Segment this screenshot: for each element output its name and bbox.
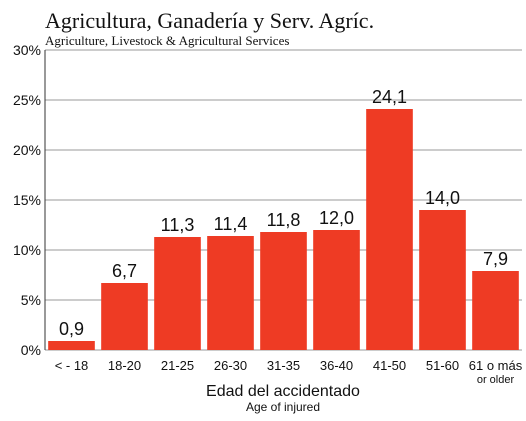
value-label: 14,0 <box>425 188 460 208</box>
value-label: 7,9 <box>483 249 508 269</box>
x-axis-sublabel: Age of injured <box>246 400 320 414</box>
bar <box>154 237 201 350</box>
bar <box>101 283 148 350</box>
value-label: 6,7 <box>112 261 137 281</box>
bar <box>48 341 95 350</box>
x-tick-label: 41-50 <box>373 358 406 373</box>
bar <box>472 271 519 350</box>
chart-subtitle: Agriculture, Livestock & Agricultural Se… <box>45 33 289 48</box>
x-tick-label: 18-20 <box>108 358 141 373</box>
value-label: 0,9 <box>59 319 84 339</box>
x-tick-label: 51-60 <box>426 358 459 373</box>
value-label: 11,8 <box>267 210 301 230</box>
x-tick-label: 31-35 <box>267 358 300 373</box>
y-tick-label: 5% <box>21 292 41 308</box>
x-axis-label: Edad del accidentado <box>206 383 360 400</box>
bar <box>207 236 254 350</box>
value-label: 12,0 <box>319 208 354 228</box>
value-label: 11,3 <box>161 215 195 235</box>
value-label: 11,4 <box>214 214 248 234</box>
x-tick-label: 21-25 <box>161 358 194 373</box>
y-tick-label: 10% <box>13 242 41 258</box>
y-tick-label: 20% <box>13 142 41 158</box>
x-tick-label: 26-30 <box>214 358 247 373</box>
x-tick-label: 36-40 <box>320 358 353 373</box>
chart-title: Agricultura, Ganadería y Serv. Agríc. <box>45 8 374 33</box>
bar <box>366 109 413 350</box>
bar <box>313 230 360 350</box>
bar <box>419 210 466 350</box>
x-tick-label: < - 18 <box>55 358 89 373</box>
x-tick-label: 61 o más or older <box>469 358 523 386</box>
y-tick-label: 25% <box>13 92 41 108</box>
bar <box>260 232 307 350</box>
y-tick-label: 30% <box>13 42 41 58</box>
y-tick-label: 15% <box>13 192 41 208</box>
value-label: 24,1 <box>372 87 407 107</box>
y-tick-label: 0% <box>21 342 41 358</box>
